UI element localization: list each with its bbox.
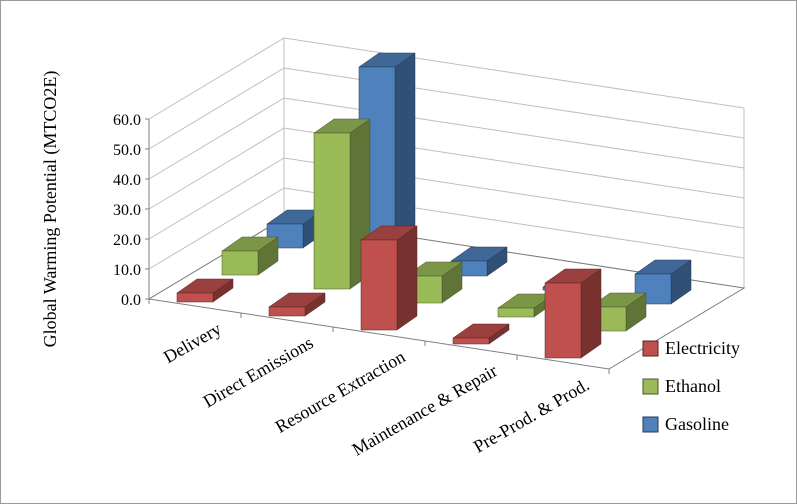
legend-item-ethanol: Ethanol bbox=[642, 376, 721, 396]
legend-swatch-electricity bbox=[642, 340, 659, 357]
legend-item-gasoline: Gasoline bbox=[642, 414, 729, 434]
bar-ethanol-direct-emissions bbox=[313, 118, 371, 290]
category-label: Delivery bbox=[160, 318, 225, 367]
y-tick-label: 10.0 bbox=[113, 262, 141, 279]
gridline bbox=[148, 67, 745, 150]
bar-electricity-maintenance-repair bbox=[452, 323, 510, 345]
y-tick-label: 20.0 bbox=[113, 232, 141, 249]
gridline bbox=[148, 157, 745, 240]
category-label: Pre-Prod. & Prod. bbox=[470, 374, 593, 456]
bar-electricity-pre-prod-prod bbox=[544, 268, 602, 359]
legend-item-electricity: Electricity bbox=[642, 338, 740, 358]
legend-label: Ethanol bbox=[665, 376, 721, 396]
legend-swatch-gasoline bbox=[642, 416, 659, 433]
legend-label: Gasoline bbox=[665, 414, 729, 434]
bar-electricity-direct-emissions bbox=[268, 292, 326, 317]
gridline bbox=[148, 97, 745, 180]
legend-swatch-ethanol bbox=[642, 378, 659, 395]
gridline bbox=[148, 127, 745, 210]
y-tick-label: 60.0 bbox=[113, 112, 141, 129]
bar-electricity-delivery bbox=[176, 278, 234, 303]
category-label: Direct Emissions bbox=[200, 332, 317, 411]
bar-ethanol-delivery bbox=[221, 236, 279, 276]
legend-label: Electricity bbox=[665, 338, 740, 358]
y-tick-label: 50.0 bbox=[113, 142, 141, 159]
y-tick-label: 40.0 bbox=[113, 172, 141, 189]
y-axis-title: Global Warming Potential (MTCO2E) bbox=[40, 71, 61, 348]
y-tick-label: 30.0 bbox=[113, 202, 141, 219]
y-tick-label: 0.0 bbox=[121, 292, 141, 309]
bar-electricity-resource-extraction bbox=[360, 225, 418, 331]
gridline bbox=[148, 37, 745, 120]
